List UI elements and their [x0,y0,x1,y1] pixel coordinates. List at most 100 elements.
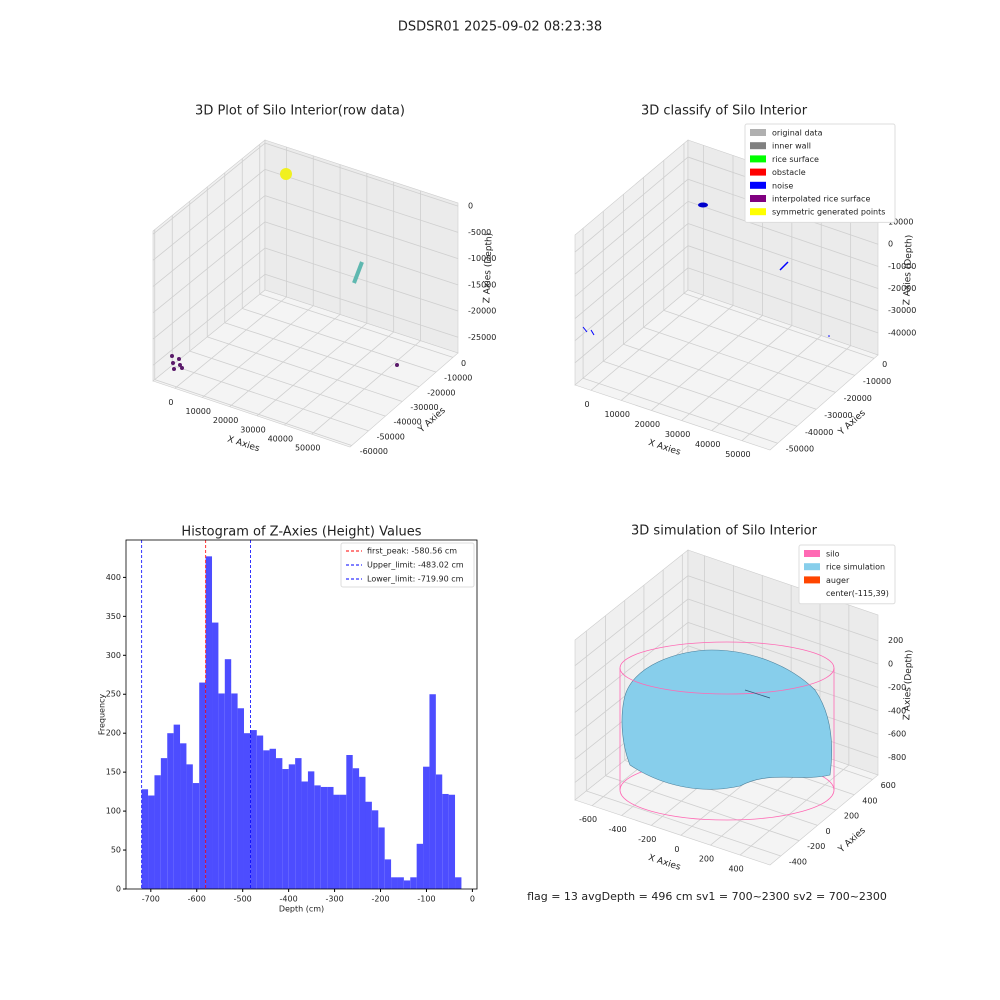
bar [224,659,232,889]
x-axis-label: X Axies [647,853,682,873]
y-tick-label: 0 [461,359,466,368]
y-tick-label: 150 [106,768,121,777]
grid-line [663,309,855,376]
z-axis-label: Z Axies (Depth) [482,233,494,304]
bar [352,768,360,889]
x-tick-label: 50000 [295,444,320,453]
legend-label: symmetric generated points [772,208,885,217]
x-tick-label: -300 [326,895,344,904]
x-tick-label: 0 [470,895,475,904]
z-tick-label: -40000 [888,328,916,337]
x-tick-label: 0 [168,398,173,407]
bar [192,783,200,889]
grid-line [643,326,836,393]
grid-line [242,308,437,373]
legend-box [798,544,896,605]
point-cloud [172,367,176,371]
legend-label: obstacle [772,168,806,177]
grid-line [687,575,879,642]
y-tick-label: -20000 [427,388,455,397]
bar [314,785,321,889]
x-tick-label: -600 [188,895,206,904]
grid-line [172,364,369,432]
panel-title: 3D classify of Silo Interior [641,104,808,119]
legend-label: inner wall [772,142,811,151]
z-axis-label: Z Axies (Depth) [902,235,914,306]
bar [263,750,270,889]
bar [167,733,174,889]
y-tick-label: 300 [106,651,121,660]
grid-line [259,293,454,358]
grid-line [264,273,459,338]
legend-swatch [804,576,820,584]
x-tick-label: 30000 [665,430,690,439]
grid-line [152,273,266,366]
bar [339,794,347,889]
point-cloud [582,326,588,333]
y-tick-label: -200 [807,842,825,851]
x-axis-label: X Axies [226,435,261,455]
z-tick-label: 200 [888,636,903,645]
point-cloud [280,168,292,180]
y-tick-label: 250 [106,690,121,699]
bar [333,794,340,889]
x-tick-label: -200 [638,835,656,844]
y-axis-label: Y Axies [836,826,868,856]
point-cloud [170,354,174,358]
z-tick-label: -800 [888,753,906,762]
x-tick-label: -600 [579,815,597,824]
legend-swatch [804,563,820,571]
bar [154,775,161,889]
grid-line [311,340,421,435]
grid-line [174,296,287,389]
y-tick-label: 200 [106,729,121,738]
bar [403,880,411,889]
bar [243,733,251,889]
z-tick-label: 0 [888,240,893,249]
y-tick-label: -40000 [805,428,833,437]
y-tick-label: -30000 [824,411,852,420]
x-tick-label: 10000 [604,410,629,419]
grid-line [152,142,266,235]
bar [295,758,302,889]
x-tick-label: -500 [234,895,252,904]
grid-line [284,331,394,426]
grid-line [590,295,704,391]
bar [378,827,385,889]
bar [173,724,181,889]
grid-line [687,598,879,665]
grid-line [574,622,689,713]
grid-line [651,315,763,411]
z-tick-label: -400 [888,706,906,715]
x-axis-label: Depth (cm) [279,905,324,914]
y-tick-label: -400 [789,857,807,866]
auger [744,689,771,699]
point-cloud [171,361,175,365]
z-tick-label: -15000 [468,280,496,289]
legend-label: auger [826,576,850,585]
bar [218,693,225,889]
legend-label: Lower_limit: -719.90 cm [367,575,464,584]
legend-swatch [750,129,766,136]
legend-label: center(-115,39) [826,589,889,598]
x-tick-label: 10000 [186,407,211,416]
bar [269,748,276,889]
x-tick-label: 0 [584,400,589,409]
bar [429,694,436,889]
y-tick-label: -10000 [444,374,472,383]
z-tick-label: 0 [468,202,473,211]
x-axis-label: X Axies [647,438,682,458]
grid-line [574,598,689,690]
y-tick-label: 600 [881,781,896,790]
grid-line [605,775,800,842]
axes-frame [125,539,478,890]
figure-title: DSDSR01 2025-09-02 08:23:38 [398,20,602,35]
y-tick-label: -50000 [377,432,405,441]
y-axis-label: Frequency [98,694,107,736]
grid-line [264,142,459,207]
bar [359,776,366,889]
grid-line [623,343,817,410]
point-cloud [180,366,184,370]
grid-line [687,200,879,267]
legend-label: first_peak: -580.56 cm [367,547,457,556]
